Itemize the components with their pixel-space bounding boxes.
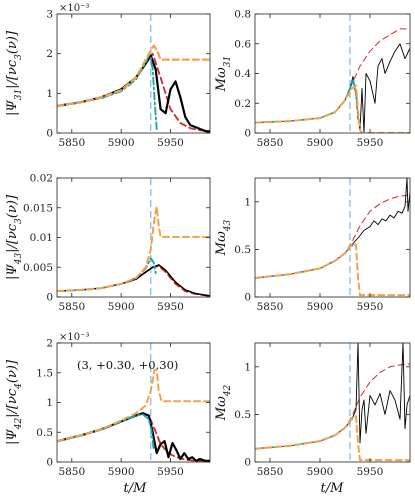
x-tick-label: 5850	[58, 301, 85, 313]
x-tick-label: 5950	[157, 466, 184, 478]
y-tick-label: 0	[46, 457, 53, 469]
x-tick-label: 5950	[357, 466, 384, 478]
y-tick-label: 0.02	[30, 173, 53, 185]
series-line-dashdot-2	[255, 78, 358, 124]
y-tick-label: 0	[46, 128, 53, 140]
y-tick-label: 2	[46, 48, 53, 60]
x-tick-label: 5950	[157, 301, 184, 313]
y-tick-label: 0.6	[234, 38, 251, 50]
x-tick-label: 5950	[357, 301, 384, 313]
x-tick-label: 5850	[58, 137, 85, 149]
panel-middle-right: 5850 5900 5950 0 0.5 1 Mω43	[214, 177, 411, 313]
plot-frame	[254, 177, 411, 298]
series-line-solid-0	[57, 412, 210, 462]
y-tick-label: 0.5	[36, 427, 53, 439]
series-line-dashed-3	[57, 205, 210, 293]
y-tick-label: 0.005	[23, 262, 53, 274]
x-tick-label: 5850	[257, 466, 284, 478]
x-tick-label: 5850	[58, 466, 85, 478]
x-tick-label: 5850	[257, 301, 284, 313]
series-line-dashed-3	[255, 84, 410, 133]
series-line-dashed-3	[255, 242, 410, 297]
series-line-dashed-1	[255, 194, 410, 279]
x-tick-label: 5950	[357, 137, 384, 149]
panel-bottom-left: 5850 5900 5950 0 0.5 1 1.5 2 ×10⁻³ |Ψ42|/[νc4(ν)]…	[5, 332, 211, 478]
x-tick-label: 5900	[108, 137, 135, 149]
y-tick-label: 0.01	[30, 232, 53, 244]
y-tick-label: 1	[244, 196, 251, 208]
y-tick-label: 1	[46, 397, 53, 409]
y-tick-label: 3	[46, 9, 53, 21]
panel-top-right: 5850 5900 5950 0 0.2 0.4 0.6 0.8 Mω31	[214, 9, 411, 149]
series-line-dashdot-2	[57, 54, 158, 130]
y-tick-label: 1	[46, 88, 53, 100]
y-tick-label: 0.8	[234, 9, 251, 21]
series-line-solid-0	[255, 43, 410, 133]
x-tick-label: 5900	[108, 301, 135, 313]
x-tick-label: 5900	[307, 466, 334, 478]
y-tick-label: 0.2	[234, 98, 251, 110]
y-tick-label: 1	[244, 361, 251, 373]
series-line-solid-0	[57, 54, 210, 133]
plot-frame	[254, 13, 411, 134]
series-line-dashed-1	[57, 412, 210, 462]
x-axis-label-left: t/M	[124, 481, 148, 496]
y-tick-label: 1.5	[36, 367, 53, 379]
y-tick-label: 0	[244, 292, 251, 304]
x-tick-label: 5900	[307, 137, 334, 149]
y-tick-label: 2	[46, 338, 53, 350]
y-exponent-label: ×10⁻³	[59, 332, 89, 343]
y-tick-label: 0.4	[234, 68, 251, 80]
series-line-dashed-3	[255, 415, 410, 462]
x-tick-label: 5900	[307, 301, 334, 313]
series-line-solid-0	[57, 264, 210, 297]
series-line-dashed-3	[57, 368, 210, 443]
x-axis-label-right: t/M	[321, 481, 345, 496]
plot-frame	[254, 342, 411, 463]
y-tick-label: 0.5	[234, 409, 251, 421]
y-axis-label: Mω43	[214, 220, 233, 257]
panel-top-left: 5850 5900 5950 0 1 2 3 ×10⁻³ |Ψ31|/[νc3(ν)]	[5, 3, 211, 149]
y-axis-label: |Ψ31|/[νc3(ν)]	[5, 30, 24, 116]
x-tick-label: 5850	[257, 137, 284, 149]
series-line-dashed-1	[255, 28, 410, 124]
series-line-dashed-3	[57, 44, 210, 108]
y-tick-label: 0	[46, 292, 53, 304]
series-line-dashed-1	[57, 265, 210, 297]
panel-middle-left: 5850 5900 5950 0 0.005 0.01 0.015 0.02 |Ψ43|/[νc…	[5, 173, 211, 313]
series-line-dashdot-2	[57, 413, 155, 451]
y-axis-label: |Ψ43|/[νc3(ν)]	[5, 194, 24, 280]
x-tick-label: 5950	[157, 137, 184, 149]
series-line-solid-0	[255, 343, 410, 450]
y-exponent-label: ×10⁻³	[59, 3, 89, 14]
panel-annotation: (3, +0.30, +0.30)	[77, 358, 178, 372]
x-tick-label: 5900	[108, 466, 135, 478]
y-axis-label: |Ψ42|/[νc4(ν)]	[5, 359, 24, 445]
y-tick-label: 0.015	[23, 202, 53, 214]
panel-bottom-right: 5850 5900 5950 0 0.5 1 Mω42	[214, 342, 411, 478]
y-axis-label: Mω42	[214, 385, 233, 422]
y-axis-label: Mω31	[214, 56, 233, 92]
series-line-dashdot-2	[255, 243, 354, 279]
y-tick-label: 0.5	[234, 244, 251, 256]
y-tick-label: 0	[244, 457, 251, 469]
y-tick-label: 0	[244, 128, 251, 140]
plot-frame	[56, 13, 211, 134]
